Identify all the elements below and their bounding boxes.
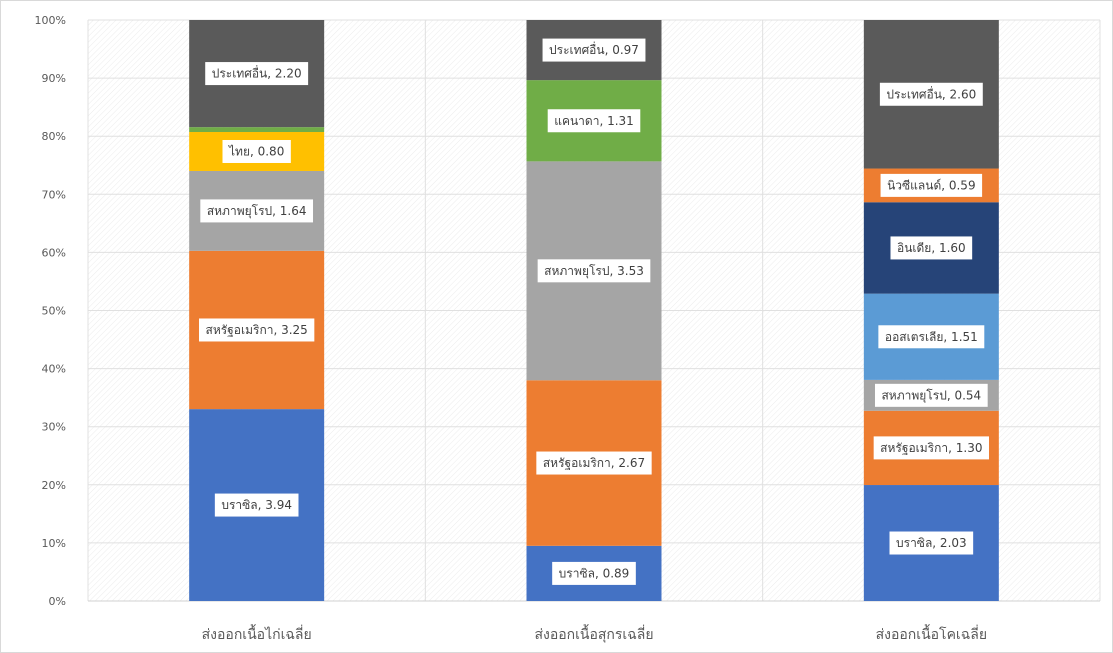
data-label-box: [541, 37, 647, 63]
data-label: อินเดีย, 1.60: [889, 235, 974, 261]
data-label: สหภาพยุโรป, 1.64: [199, 198, 315, 224]
x-axis-category-labels: ส่งออกเนื้อไก่เฉลี่ย ส่งออกเนื้อสุกรเฉลี่…: [202, 624, 987, 643]
data-label: ออสเตรเลีย, 1.51: [877, 324, 986, 350]
data-label-text: ประเทศอื่น, 0.97: [549, 41, 639, 57]
data-label: ไทย, 0.80: [221, 138, 292, 164]
data-label-box: [872, 435, 990, 461]
y-tick-label: 10%: [42, 537, 66, 550]
data-label: บราซิล, 0.89: [551, 560, 637, 586]
y-tick-label: 100%: [35, 14, 66, 27]
x-category-label: ส่งออกเนื้อโคเฉลี่ย: [876, 624, 987, 643]
data-label-text: นิวซีแลนด์, 0.59: [887, 178, 976, 192]
y-tick-label: 40%: [42, 363, 66, 376]
y-axis-tick-labels: 0% 10% 20% 30% 40% 50% 60% 70% 80% 90% 100%: [35, 14, 66, 608]
y-tick-label: 80%: [42, 130, 66, 143]
y-tick-label: 70%: [42, 188, 66, 201]
data-label-box: [551, 560, 637, 586]
data-label-box: [535, 450, 653, 476]
data-label-text: อินเดีย, 1.60: [897, 241, 966, 255]
data-label-text: ประเทศอื่น, 2.60: [886, 85, 976, 101]
data-label: บราซิล, 2.03: [888, 530, 975, 556]
data-label: ประเทศอื่น, 2.60: [878, 81, 984, 107]
y-tick-label: 60%: [42, 246, 66, 259]
y-tick-label: 20%: [42, 479, 66, 492]
data-label-box: [889, 235, 974, 261]
data-label-text: ออสเตรเลีย, 1.51: [885, 330, 978, 344]
data-label-box: [198, 317, 316, 343]
data-label-box: [888, 530, 975, 556]
data-label-box: [204, 61, 310, 87]
data-label-box: [877, 324, 986, 350]
data-label-box: [536, 258, 652, 284]
data-label-text: สหรัฐอเมริกา, 1.30: [880, 441, 982, 455]
data-label: นิวซีแลนด์, 0.59: [879, 172, 984, 198]
y-tick-label: 50%: [42, 305, 66, 318]
data-label-text: สหรัฐอเมริกา, 2.67: [543, 456, 645, 470]
data-label: สหรัฐอเมริกา, 2.67: [535, 450, 653, 476]
data-label-box: [221, 138, 292, 164]
bars: [189, 20, 999, 601]
x-category-label: ส่งออกเนื้อสุกรเฉลี่ย: [534, 624, 653, 643]
data-label-text: ประเทศอื่น, 2.20: [212, 65, 302, 81]
data-label-box: [546, 108, 642, 134]
data-label-text: บราซิล, 3.94: [221, 498, 292, 512]
data-label-text: สหภาพยุโรป, 3.53: [544, 264, 644, 279]
data-label: ประเทศอื่น, 0.97: [541, 37, 647, 63]
data-label: แคนาดา, 1.31: [546, 108, 642, 134]
data-label: สหภาพยุโรป, 3.53: [536, 258, 652, 284]
y-tick-label: 30%: [42, 421, 66, 434]
data-label-text: สหภาพยุโรป, 0.54: [881, 388, 981, 403]
y-tick-label: 90%: [42, 72, 66, 85]
data-label-text: สหรัฐอเมริกา, 3.25: [206, 323, 308, 337]
data-label: บราซิล, 3.94: [213, 492, 300, 518]
data-label-text: แคนาดา, 1.31: [554, 114, 634, 128]
data-label-box: [873, 382, 989, 408]
data-label-text: บราซิล, 0.89: [559, 566, 630, 580]
data-label-text: สหภาพยุโรป, 1.64: [207, 204, 307, 219]
data-label-box: [878, 81, 984, 107]
y-tick-label: 0%: [49, 595, 66, 608]
data-label-box: [213, 492, 300, 518]
data-labels: บราซิล, 3.94 สหรัฐอเมริกา, 3.25 สหภาพยุโรป…: [198, 37, 990, 586]
data-label-text: บราซิล, 2.03: [896, 536, 967, 550]
data-label-box: [199, 198, 315, 224]
bar-segment: [189, 127, 325, 133]
data-label: สหรัฐอเมริกา, 3.25: [198, 317, 316, 343]
data-label: สหภาพยุโรป, 0.54: [873, 382, 989, 408]
data-label: ประเทศอื่น, 2.20: [204, 61, 310, 87]
data-label-text: ไทย, 0.80: [228, 144, 284, 158]
x-category-label: ส่งออกเนื้อไก่เฉลี่ย: [202, 624, 312, 643]
data-label-box: [879, 172, 984, 198]
data-label: สหรัฐอเมริกา, 1.30: [872, 435, 990, 461]
